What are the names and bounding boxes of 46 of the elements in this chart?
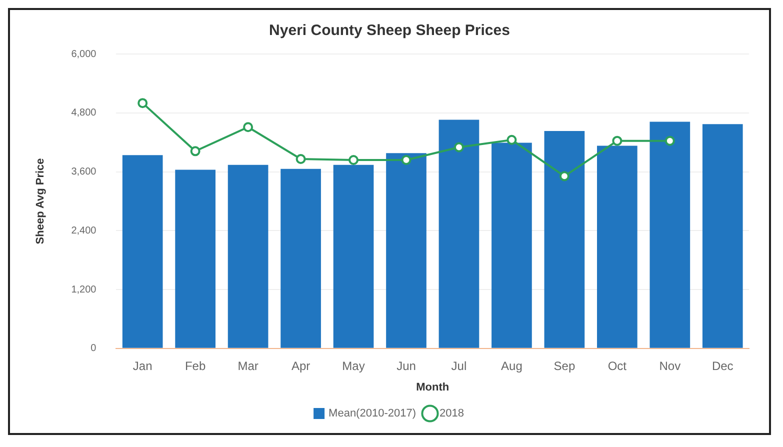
point: [348, 154, 359, 165]
x-tick-label: Jan: [132, 358, 152, 373]
bar: [438, 120, 480, 348]
y-tick-label: 6,000: [71, 48, 97, 60]
x-tick-label: Mar: [238, 358, 258, 373]
bar: [544, 131, 585, 348]
bar: [386, 153, 426, 348]
bar: [228, 164, 268, 348]
point: [190, 146, 200, 156]
x-tick-label: Feb: [184, 358, 206, 373]
bar: [122, 155, 163, 348]
bar: [650, 122, 690, 348]
x-tick-label: Sep: [554, 358, 576, 373]
x-tick-label: Jul: [451, 358, 467, 373]
point: [401, 154, 412, 165]
y-tick-label: 3,600: [71, 166, 97, 178]
point: [454, 142, 464, 152]
point: [243, 122, 254, 132]
x-tick-label: Jun: [396, 358, 416, 373]
bar: [597, 146, 638, 348]
x-tick-label: May: [342, 358, 365, 373]
point: [664, 136, 675, 146]
point: [296, 154, 306, 164]
point: [612, 136, 622, 146]
point: [559, 171, 570, 182]
x-tick-label: Aug: [501, 358, 522, 373]
y-axis-title: Sheep Avg Price: [34, 158, 47, 244]
bar: [280, 168, 321, 348]
y-tick-label: 2,400: [71, 225, 97, 236]
x-tick-label: Dec: [712, 358, 734, 373]
y-tick-label: 1,200: [71, 284, 97, 296]
x-axis-title: Month: [416, 381, 450, 394]
y-tick-label: 4,800: [71, 108, 97, 119]
y-tick-label: 0: [90, 343, 97, 354]
point: [138, 98, 148, 108]
chart-title: Nyeri County Sheep Sheep Prices: [269, 22, 510, 40]
legend-label: 2018: [439, 408, 464, 420]
point: [506, 134, 517, 145]
legend-label: Mean(2010-2017): [328, 408, 416, 420]
bar: [492, 142, 532, 348]
bar: [333, 164, 374, 348]
bar: [175, 170, 216, 348]
x-tick-label: Oct: [608, 358, 628, 373]
bar: [702, 124, 743, 348]
x-tick-label: Apr: [291, 358, 310, 373]
x-tick-label: Nov: [659, 358, 681, 373]
